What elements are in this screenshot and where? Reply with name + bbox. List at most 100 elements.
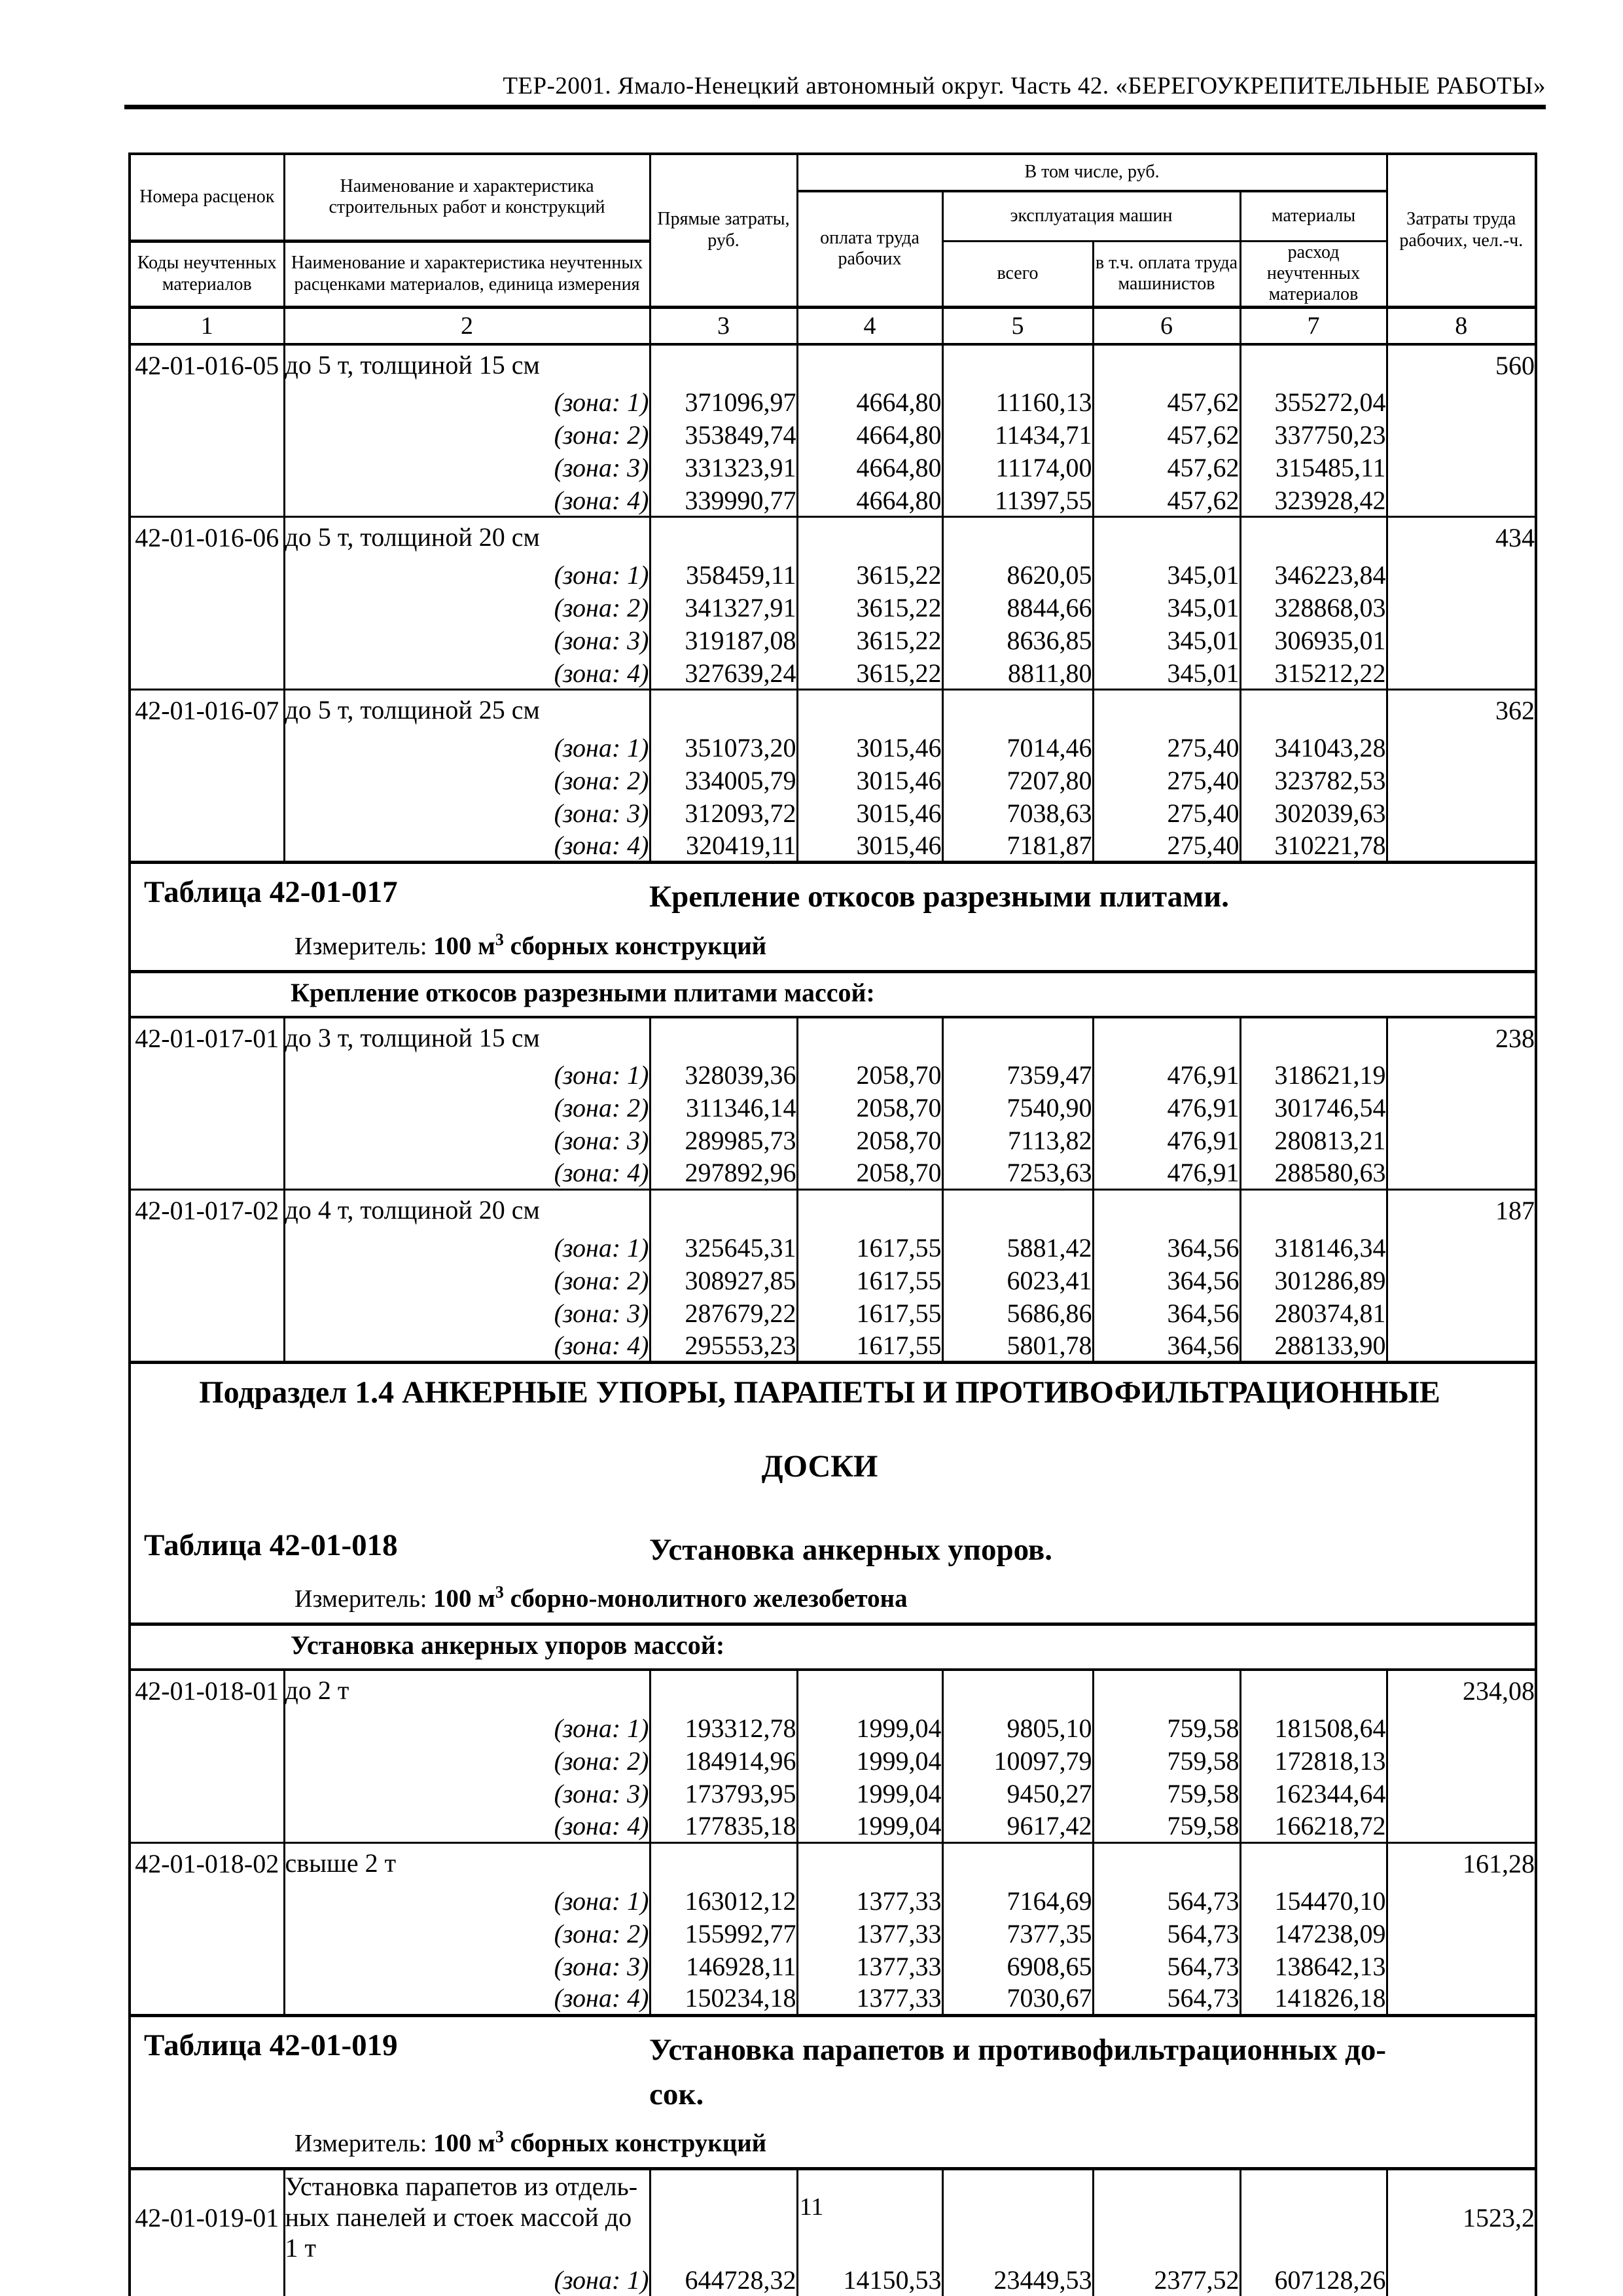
zone-label: (зона: 3) — [283, 1297, 651, 1330]
zone-value: 1377,33 — [796, 1917, 944, 1950]
zone-value: 275,40 — [1092, 829, 1241, 863]
zone-row: (зона: 2) 311346,14 2058,70 7540,90 476,91 30… — [128, 1091, 1537, 1124]
zone-value: 302039,63 — [1239, 797, 1388, 830]
empty-cell — [649, 343, 798, 386]
empty-cell — [649, 1189, 798, 1232]
empty-cell — [128, 591, 285, 624]
zone-value: 331323,91 — [649, 451, 798, 484]
empty-cell — [649, 1841, 798, 1885]
header-cell-material-description: Наименование и характеристика неучтенных… — [283, 241, 651, 308]
zone-value: 280374,81 — [1239, 1297, 1388, 1330]
meter-prefix: Измеритель: — [294, 1585, 433, 1613]
entry-header-row: 42-01-016-07 до 5 т, толщиной 25 см 362 — [128, 689, 1537, 732]
empty-cell — [1239, 689, 1388, 732]
column-number: 5 — [941, 305, 1094, 346]
table-caption-label: Таблица 42-01-018 — [144, 1528, 398, 1563]
column-number: 2 — [283, 305, 651, 346]
meter-value: 100 м3 сборных конструкций — [433, 2127, 766, 2157]
zone-label: (зона: 4) — [283, 484, 651, 517]
meter-prefix: Измеритель: — [294, 2129, 433, 2157]
empty-cell — [128, 1810, 285, 1843]
zone-value: 280813,21 — [1239, 1124, 1388, 1157]
zone-label: (зона: 4) — [283, 829, 651, 863]
empty-cell — [1239, 2167, 1388, 2264]
zone-label: (зона: 2) — [283, 1091, 651, 1124]
entry-header-row: 42-01-019-01 Установка парапетов из отдел… — [128, 2167, 1537, 2264]
rate-entry: 42-01-016-07 до 5 т, толщиной 25 см 362 (зо… — [128, 689, 1537, 863]
zone-value: 315485,11 — [1239, 451, 1388, 484]
zone-value: 311346,14 — [649, 1091, 798, 1124]
zone-value: 9617,42 — [941, 1810, 1094, 1843]
zone-label: (зона: 4) — [283, 1810, 651, 1843]
column-number: 1 — [128, 305, 285, 346]
empty-cell — [128, 1744, 285, 1778]
zone-value: 334005,79 — [649, 764, 798, 797]
entry-description: до 4 т, толщиной 20 см — [283, 1189, 651, 1232]
column-number: 8 — [1385, 305, 1537, 346]
entry-description: до 5 т, толщиной 25 см — [283, 689, 651, 732]
header-cell-direct-costs: Прямые затраты, руб. — [649, 154, 798, 308]
zone-value: 8636,85 — [941, 624, 1094, 657]
zone-value: 759,58 — [1092, 1744, 1241, 1778]
zone-row: (зона: 4) 339990,77 4664,80 11397,55 457,62 3… — [128, 484, 1537, 517]
zone-value: 7164,69 — [941, 1884, 1094, 1918]
zone-value: 5801,78 — [941, 1329, 1094, 1363]
zone-value: 351073,20 — [649, 731, 798, 764]
zone-value: 318621,19 — [1239, 1058, 1388, 1092]
table-title-block: Таблица 42-01-019 Установка парапетов и п… — [128, 2013, 1538, 2170]
zone-value: 476,91 — [1092, 1124, 1241, 1157]
zone-value: 341043,28 — [1239, 731, 1388, 764]
zone-label: (зона: 1) — [283, 1058, 651, 1092]
entry-labor-hours: 161,28 — [1385, 1841, 1537, 1885]
meter-value-main: 100 м — [433, 1585, 495, 1613]
empty-cell — [128, 624, 285, 657]
zone-value: 4664,80 — [796, 451, 944, 484]
entry-header-row: 42-01-018-02 свыше 2 т 161,28 — [128, 1841, 1537, 1885]
zone-value: 3615,22 — [796, 624, 944, 657]
zone-value: 364,56 — [1092, 1264, 1241, 1297]
empty-cell — [796, 1016, 944, 1059]
empty-cell — [796, 1668, 944, 1712]
zone-value: 11174,00 — [941, 451, 1094, 484]
empty-cell — [1385, 1091, 1537, 1124]
table-title-row: Таблица 42-01-017 Крепление откосов разре… — [128, 861, 1538, 973]
zone-row: (зона: 3) 287679,22 1617,55 5686,86 364,56 28… — [128, 1297, 1537, 1330]
zone-row: (зона: 1) 358459,11 3615,22 8620,05 345,01 34… — [128, 558, 1537, 592]
zone-row: (зона: 4) 295553,23 1617,55 5801,78 364,56 28… — [128, 1329, 1537, 1363]
empty-cell — [128, 731, 285, 764]
table-title-block: Таблица 42-01-017 Крепление откосов разре… — [128, 861, 1538, 973]
zone-value: 306935,01 — [1239, 624, 1388, 657]
zone-value: 138642,13 — [1239, 1950, 1388, 1983]
column-number: 4 — [796, 305, 944, 346]
zone-value: 323782,53 — [1239, 764, 1388, 797]
column-number: 3 — [649, 305, 798, 346]
meter-value-rest: сборных конструкций — [503, 931, 767, 960]
zone-value: 339990,77 — [649, 484, 798, 517]
entry-labor-hours: 362 — [1385, 689, 1537, 732]
empty-cell — [128, 1329, 285, 1363]
zone-label: (зона: 2) — [283, 1917, 651, 1950]
zone-value: 7030,67 — [941, 1982, 1094, 2016]
zone-value: 7359,47 — [941, 1058, 1094, 1092]
empty-cell — [1385, 1884, 1537, 1918]
zone-label: (зона: 2) — [283, 1744, 651, 1778]
zone-value: 345,01 — [1092, 591, 1241, 624]
empty-cell — [128, 1124, 285, 1157]
zone-value: 371096,97 — [649, 386, 798, 419]
entry-description: до 5 т, толщиной 15 см — [283, 343, 651, 386]
empty-cell — [1385, 1982, 1537, 2016]
empty-cell — [128, 1917, 285, 1950]
table-head: Номера расценок Наименование и характери… — [128, 154, 1537, 346]
empty-cell — [128, 797, 285, 830]
entry-labor-hours: 434 — [1385, 516, 1537, 559]
zone-row: (зона: 3) 312093,72 3015,46 7038,63 275,40 30… — [128, 797, 1537, 830]
zone-value: 163012,12 — [649, 1884, 798, 1918]
zone-value: 457,62 — [1092, 451, 1241, 484]
zone-value: 8811,80 — [941, 656, 1094, 690]
zone-value: 476,91 — [1092, 1058, 1241, 1092]
empty-cell — [796, 689, 944, 732]
zone-value: 141826,18 — [1239, 1982, 1388, 2016]
zone-row: (зона: 3) 289985,73 2058,70 7113,82 476,91 28… — [128, 1124, 1537, 1157]
zone-value: 4664,80 — [796, 418, 944, 452]
empty-cell — [649, 2167, 798, 2264]
